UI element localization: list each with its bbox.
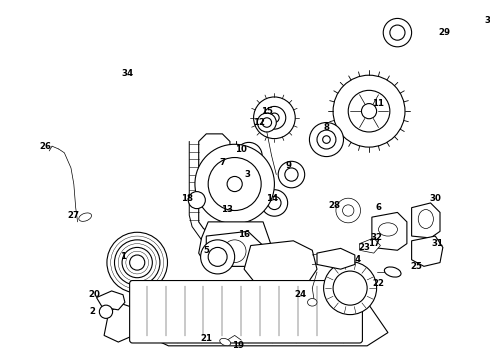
Text: 34: 34 — [122, 69, 134, 78]
Ellipse shape — [308, 298, 317, 306]
Polygon shape — [206, 231, 263, 266]
Circle shape — [220, 197, 250, 228]
Text: 1: 1 — [120, 252, 126, 261]
Text: 25: 25 — [411, 262, 422, 271]
Circle shape — [262, 118, 271, 127]
Ellipse shape — [267, 291, 294, 300]
Ellipse shape — [241, 315, 289, 332]
Text: 18: 18 — [181, 194, 194, 203]
Text: 21: 21 — [200, 334, 212, 343]
Text: 22: 22 — [372, 279, 385, 288]
Text: 28: 28 — [328, 201, 340, 210]
Ellipse shape — [384, 267, 401, 277]
Text: 29: 29 — [439, 28, 451, 37]
Ellipse shape — [221, 291, 248, 300]
FancyBboxPatch shape — [130, 280, 363, 343]
Text: 6: 6 — [375, 203, 382, 212]
Circle shape — [242, 149, 255, 162]
Ellipse shape — [378, 223, 397, 236]
Ellipse shape — [418, 210, 433, 229]
Text: 5: 5 — [203, 246, 209, 255]
Polygon shape — [360, 238, 380, 253]
Text: 12: 12 — [253, 118, 265, 127]
Text: 3: 3 — [245, 170, 251, 179]
Text: 20: 20 — [89, 290, 100, 299]
Polygon shape — [372, 212, 407, 250]
Circle shape — [268, 196, 281, 210]
Text: 4: 4 — [355, 255, 361, 264]
Polygon shape — [244, 241, 317, 288]
Text: 2: 2 — [90, 307, 96, 316]
Polygon shape — [140, 295, 388, 346]
Ellipse shape — [220, 338, 231, 346]
Circle shape — [333, 75, 405, 147]
Circle shape — [336, 198, 361, 223]
Circle shape — [130, 255, 145, 270]
Circle shape — [188, 192, 205, 209]
Text: 16: 16 — [238, 230, 250, 239]
Polygon shape — [412, 203, 440, 238]
Circle shape — [323, 136, 330, 143]
Text: 9: 9 — [286, 161, 292, 170]
Circle shape — [99, 305, 113, 318]
Text: 31: 31 — [431, 239, 443, 248]
Circle shape — [317, 130, 336, 149]
Ellipse shape — [79, 213, 92, 221]
Polygon shape — [104, 304, 140, 342]
Circle shape — [285, 168, 298, 181]
Ellipse shape — [312, 291, 339, 300]
Text: 10: 10 — [235, 144, 247, 153]
Text: 33: 33 — [484, 16, 490, 25]
Text: 14: 14 — [267, 194, 279, 203]
Text: 30: 30 — [429, 194, 441, 203]
Circle shape — [208, 247, 227, 266]
Circle shape — [257, 113, 276, 132]
Circle shape — [200, 240, 235, 274]
Ellipse shape — [176, 291, 202, 300]
Text: 17: 17 — [368, 239, 380, 248]
Circle shape — [278, 161, 305, 188]
Circle shape — [122, 247, 152, 278]
Circle shape — [270, 113, 279, 122]
Circle shape — [236, 143, 262, 169]
Text: 27: 27 — [68, 211, 80, 220]
Circle shape — [348, 90, 390, 132]
Text: 15: 15 — [261, 107, 273, 116]
Text: 7: 7 — [220, 158, 225, 167]
Circle shape — [195, 144, 274, 224]
Circle shape — [383, 18, 412, 47]
Circle shape — [261, 190, 288, 216]
Polygon shape — [412, 236, 443, 266]
Circle shape — [343, 205, 354, 216]
Text: 19: 19 — [232, 341, 245, 350]
Circle shape — [362, 104, 377, 119]
Text: 23: 23 — [358, 243, 370, 252]
Text: 11: 11 — [372, 99, 385, 108]
Circle shape — [263, 107, 286, 129]
Circle shape — [390, 25, 405, 40]
Polygon shape — [317, 248, 355, 269]
Text: 32: 32 — [370, 233, 383, 242]
Circle shape — [223, 240, 246, 262]
Circle shape — [333, 271, 367, 305]
Circle shape — [323, 262, 377, 315]
Text: 26: 26 — [39, 142, 51, 151]
Text: 8: 8 — [323, 123, 329, 132]
Polygon shape — [97, 291, 125, 310]
Circle shape — [227, 205, 242, 220]
Text: 24: 24 — [295, 290, 307, 299]
Circle shape — [309, 122, 343, 157]
Circle shape — [208, 158, 261, 211]
Text: 13: 13 — [221, 205, 233, 214]
Circle shape — [254, 97, 295, 139]
Circle shape — [107, 232, 168, 293]
Circle shape — [227, 176, 242, 192]
Polygon shape — [199, 222, 274, 266]
Circle shape — [115, 240, 160, 285]
